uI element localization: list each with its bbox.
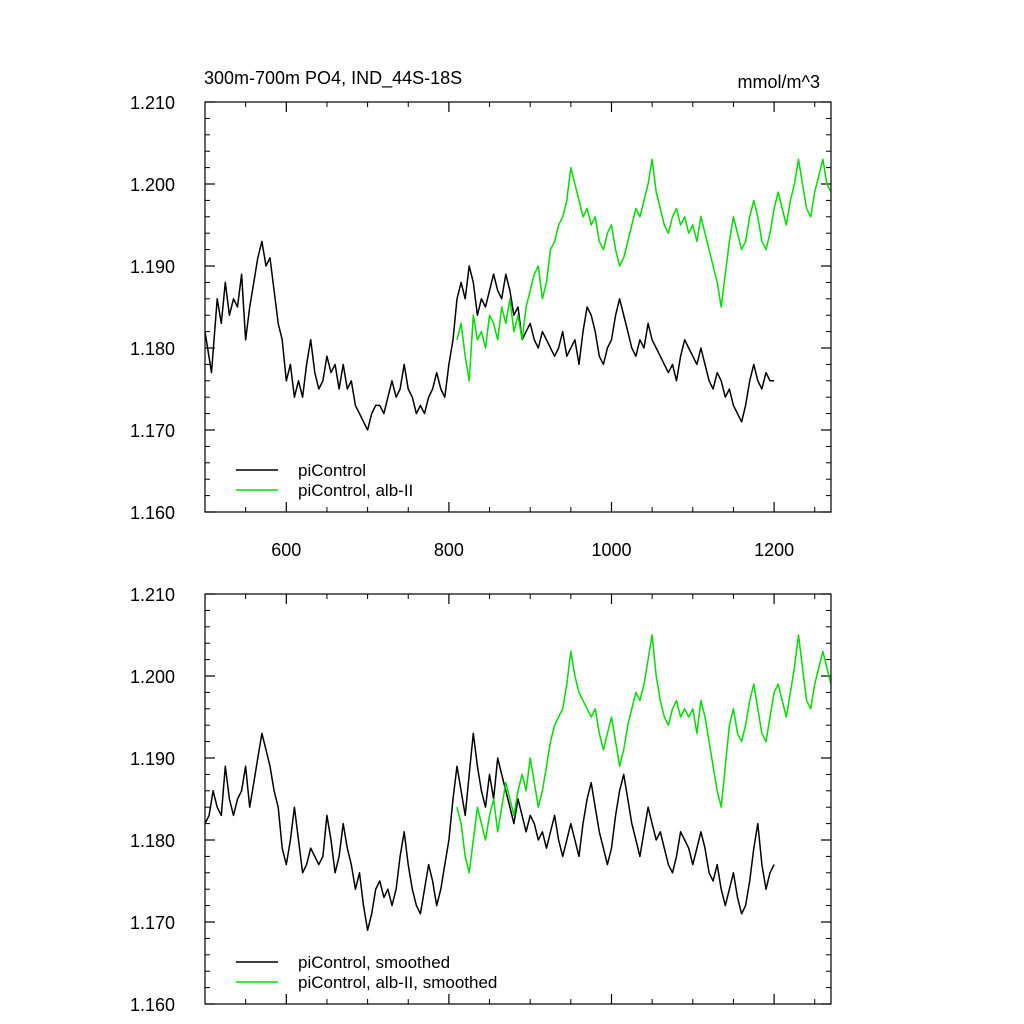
bottom-panel: 1.160 1.170 1.180 1.190 1.200 1.210 piControl… [130,585,832,1015]
top-panel-legend: piControl piControl, alb-II [236,461,413,500]
y-tick-label: 1.200 [130,175,175,195]
top-panel-y-tick-labels: 1.160 1.170 1.180 1.190 1.200 1.210 [130,93,175,523]
top-panel-frame [204,101,832,513]
y-tick-label: 1.170 [130,421,175,441]
y-tick-label: 1.170 [130,913,175,933]
series-line-0 [204,732,775,931]
top-panel-x-tick-labels: 600 800 1000 1200 [271,540,794,560]
y-tick-label: 1.210 [130,93,175,113]
x-tick-label: 800 [434,540,464,560]
bottom-panel-legend: piControl, smoothed piControl, alb-II, s… [236,953,497,992]
series-line-1 [456,158,832,382]
bottom-panel-series [204,634,832,931]
series-line-0 [204,240,775,431]
y-tick-label: 1.160 [130,995,175,1015]
bottom-panel-frame [204,593,832,1005]
y-tick-label: 1.210 [130,585,175,605]
x-tick-label: 600 [271,540,301,560]
series-line-1 [456,634,832,874]
y-tick-label: 1.190 [130,749,175,769]
bottom-panel-y-tick-labels: 1.160 1.170 1.180 1.190 1.200 1.210 [130,585,175,1015]
bottom-legend-label-smoothed: piControl, smoothed [298,953,450,972]
y-tick-label: 1.180 [130,339,175,359]
top-legend-label-alb-ii: piControl, alb-II [298,481,413,500]
x-tick-label: 1200 [754,540,794,560]
top-panel-title: 300m-700m PO4, IND_44S-18S [204,68,462,89]
bottom-legend-label-alb-ii-smoothed: piControl, alb-II, smoothed [298,973,497,992]
top-panel: 300m-700m PO4, IND_44S-18S mmol/m^3 1.16… [130,68,832,560]
top-panel-series [204,158,832,431]
top-legend-label-picontrol: piControl [298,461,366,480]
y-tick-label: 1.190 [130,257,175,277]
y-tick-label: 1.200 [130,667,175,687]
top-panel-units: mmol/m^3 [738,72,820,92]
x-tick-label: 1000 [591,540,631,560]
y-tick-label: 1.160 [130,503,175,523]
bottom-panel-ticks [204,593,831,1005]
y-tick-label: 1.180 [130,831,175,851]
